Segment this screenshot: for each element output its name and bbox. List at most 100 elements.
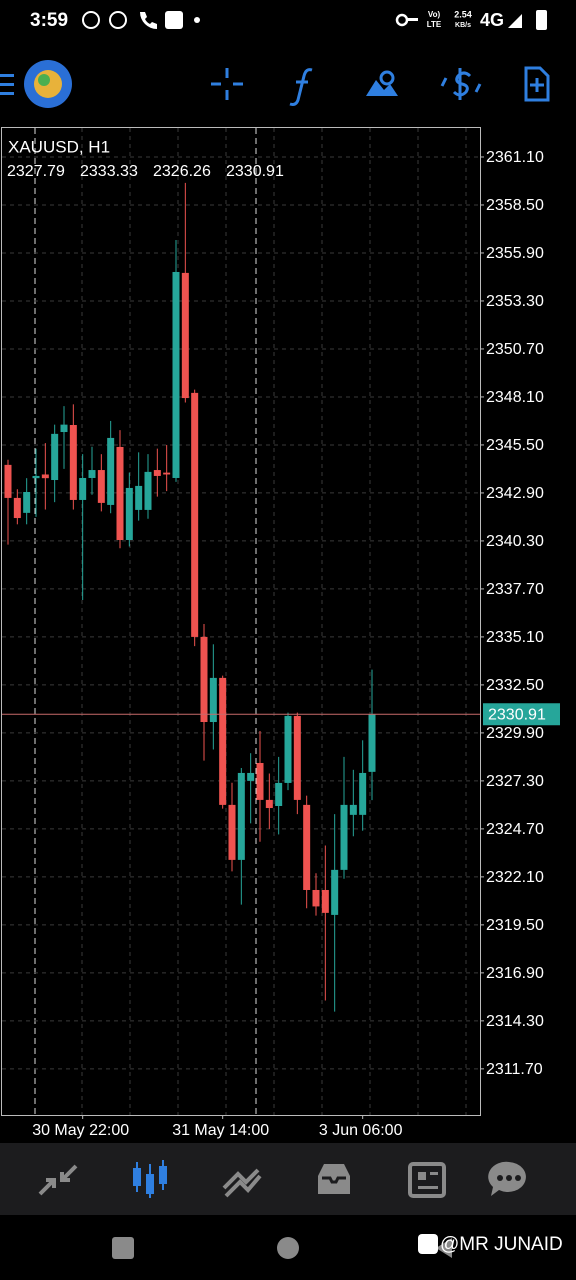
y-tick-label: 2350.70 [486, 341, 544, 358]
candle-body [209, 677, 217, 723]
candle-body [256, 762, 264, 800]
y-tick-label: 2340.30 [486, 533, 544, 550]
candle-body [200, 636, 208, 723]
back-button[interactable] [436, 1238, 452, 1258]
objects-button[interactable] [366, 70, 398, 96]
new-order-button[interactable] [524, 66, 550, 102]
ohlc-value: 2327.79 [7, 163, 65, 180]
candle-body [340, 804, 348, 870]
menu-button[interactable] [0, 74, 14, 95]
candle-body [368, 714, 376, 772]
y-tick-label: 2322.10 [486, 869, 544, 886]
candle-body [4, 464, 12, 498]
candle-body [172, 271, 180, 478]
symbol-title: XAUUSD, H1 [8, 137, 110, 156]
y-tick-label: 2316.90 [486, 965, 544, 982]
indicators-button[interactable] [289, 68, 313, 106]
y-tick-label: 2327.30 [486, 773, 544, 790]
candle-body [153, 470, 161, 476]
y-tick-label: 2332.50 [486, 677, 544, 694]
candle-body [191, 392, 199, 637]
quotes-tab[interactable] [38, 1164, 78, 1196]
candle-body [60, 424, 68, 433]
y-tick-label: 2319.50 [486, 917, 544, 934]
y-tick-label: 2329.90 [486, 725, 544, 742]
y-tick-label: 2311.70 [486, 1061, 543, 1078]
home-button[interactable] [277, 1237, 299, 1259]
candle-body [116, 446, 124, 541]
candle-body [41, 474, 49, 479]
lte: LTE [427, 20, 442, 29]
network: 4G [480, 10, 504, 30]
y-tick-label: 2361.10 [486, 149, 544, 166]
candle-body [265, 799, 273, 809]
y-tick-label: 2355.90 [486, 245, 544, 262]
ohlc-readout: 2327.79 2333.33 2326.26 2330.91 [7, 163, 284, 180]
x-tick-label: 3 Jun 06:00 [319, 1122, 403, 1139]
y-tick-label: 2348.10 [486, 389, 544, 406]
candle-body [331, 869, 339, 915]
candle-body [284, 715, 292, 783]
y-tick-label: 2324.70 [486, 821, 544, 838]
y-tick-label: 2342.90 [486, 485, 544, 502]
candle-body [293, 715, 301, 800]
y-tick-label: 2345.50 [486, 437, 544, 454]
y-tick-label: 2314.30 [486, 1013, 544, 1030]
candle-body [79, 477, 87, 500]
candle-body [107, 437, 115, 505]
candle-body [51, 433, 59, 481]
candle-body [312, 889, 320, 907]
news-tab[interactable] [408, 1162, 446, 1198]
price-label-box [483, 703, 560, 726]
candle-body [88, 470, 96, 478]
tab-bar [0, 1143, 576, 1215]
candle-body [228, 804, 236, 860]
candle-body [97, 470, 105, 503]
candle-body [219, 677, 227, 805]
ohlc-value: 2330.91 [226, 163, 284, 180]
app-logo[interactable] [24, 60, 72, 108]
net-speed-unit: KB/s [455, 22, 471, 29]
candle-body [303, 804, 311, 890]
watermark: @MR JUNAID [440, 1234, 563, 1255]
candle-body [247, 772, 255, 781]
candle-body [359, 772, 367, 815]
price-label: 2330.91 [488, 706, 546, 723]
candle-body [69, 425, 77, 500]
status-icons [82, 10, 547, 30]
candle-body [181, 272, 189, 399]
x-tick-label: 31 May 14:00 [172, 1122, 269, 1139]
candle-body [23, 492, 31, 513]
ohlc-value: 2333.33 [80, 163, 138, 180]
y-tick-label: 2353.30 [486, 293, 544, 310]
candle-body [32, 475, 40, 479]
volte: Vo) [428, 10, 441, 19]
candle-body [135, 485, 143, 510]
candle-body [349, 804, 357, 815]
candle-body [163, 472, 171, 475]
net-speed: 2.54 [454, 9, 472, 19]
candle-body [13, 497, 21, 519]
chart-frame [1, 127, 481, 1116]
trade-button[interactable] [440, 68, 482, 100]
facebook-icon [418, 1234, 438, 1254]
crosshair-button[interactable] [211, 68, 243, 100]
candle-body [321, 889, 329, 913]
recents-button[interactable] [112, 1237, 134, 1259]
y-tick-label: 2335.10 [486, 629, 544, 646]
history-tab[interactable] [318, 1164, 350, 1194]
candle-body [237, 772, 245, 860]
candle-body [144, 471, 152, 510]
candle-body [125, 487, 133, 541]
ohlc-value: 2326.26 [153, 163, 211, 180]
x-tick-label: 30 May 22:00 [32, 1122, 129, 1139]
candle-body [275, 782, 283, 806]
y-tick-label: 2358.50 [486, 197, 544, 214]
trade-tab[interactable] [222, 1168, 262, 1198]
status-time: 3:59 [30, 10, 68, 31]
chart-tab[interactable] [133, 1160, 167, 1198]
chat-tab[interactable] [488, 1161, 526, 1196]
